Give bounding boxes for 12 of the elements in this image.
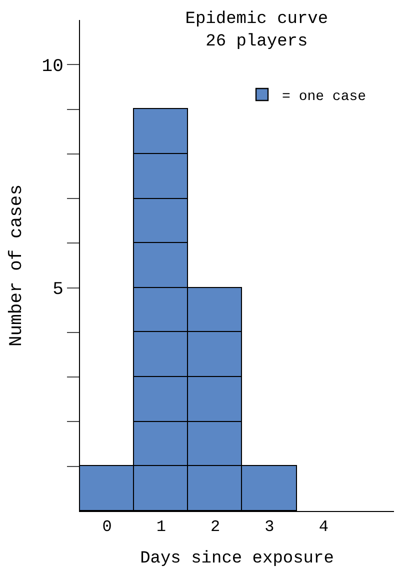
x-axis-title: Days since exposure	[140, 550, 334, 569]
y-axis-title: Number of cases	[6, 184, 27, 347]
chart-title: Epidemic curve	[185, 10, 328, 30]
x-tick-label: 0	[102, 518, 112, 536]
text: 26 players	[206, 32, 308, 52]
y-tick-label: 10	[42, 56, 64, 77]
x-tick-label: 1	[156, 518, 166, 536]
y-tick-label: 5	[52, 280, 64, 300]
legend-label: = one case	[282, 88, 366, 105]
x-tick-label: 4	[318, 518, 328, 536]
x-tick-label: 2	[210, 518, 220, 536]
x-tick-label: 3	[264, 518, 274, 536]
